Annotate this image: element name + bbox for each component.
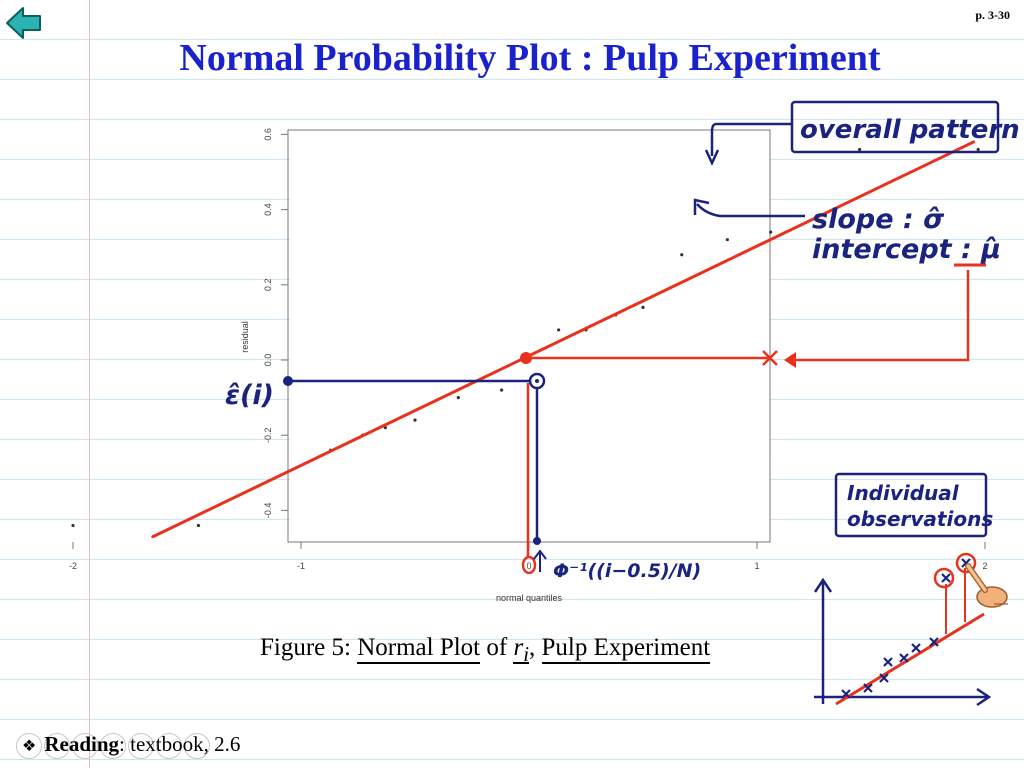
y-axis: -0.4 -0.2 0.0 0.2 0.4 0.6 [263,128,288,518]
data-point [976,147,980,152]
quantile-label: Φ⁻¹((i−0.5)/N) [553,560,701,582]
intercept-pointer-arrowhead-icon [784,352,796,368]
reading-text: : textbook, 2.6 [119,732,241,756]
mini-highlight-circle-2 [955,552,977,574]
data-point [413,418,417,422]
slope-label: slope : σ̂ [812,204,945,235]
slope-arrow-line [696,203,805,218]
individual-observations-line1: Individual [847,481,960,505]
mini-cross-icon [911,643,921,653]
caption-normal-plot: Normal Plot [357,634,481,664]
slide-title: Normal Probability Plot : Pulp Experimen… [179,37,881,79]
x-axis-title: normal quantiles [496,593,563,603]
y-tick-label: 0.0 [263,354,273,367]
x-tick-label: 1 [754,561,759,571]
mini-cross-icon [883,657,893,667]
y-tick-label: -0.2 [263,427,273,443]
overall-pattern-arrowhead-icon [704,149,720,166]
y-tick-label: 0.4 [263,203,273,216]
mini-highlight-circle-1 [933,567,955,589]
data-point [196,523,200,528]
data-point [557,328,561,332]
nav-menu-button[interactable] [72,733,98,759]
y-tick-label: 0.2 [263,279,273,292]
plot-area: -2 -1 0 1 2 -0.4 -0.2 0.0 0.2 0.4 0.6 normal quan… [69,128,988,603]
x-tick-label: 2 [982,561,987,571]
x-tick-label: 0 [526,561,531,571]
residual-axis-point [283,376,293,386]
nav-previous-button[interactable] [44,733,70,759]
caption-pulp-experiment: Pulp Experiment [541,634,711,664]
data-point [858,147,862,152]
individual-observations-box [834,472,988,538]
overall-pattern-box [790,100,1000,154]
nav-search-button[interactable] [156,733,182,759]
overall-pattern-label: overall pattern [800,115,1020,145]
bullet-icon: ❖ [22,738,37,755]
mini-y-axis [813,577,833,704]
caption-r-i: ri [513,634,529,666]
nav-last-button[interactable] [128,733,154,759]
mini-sketch-plot [813,552,1008,707]
data-point [725,238,729,242]
figure-caption: Figure 5: Normal Plot of ri, Pulp Experi… [260,634,711,666]
mini-cross-icon [941,573,951,583]
mini-cross-icon [863,683,873,693]
mini-cross-icon [929,637,939,647]
zero-quantile-marker-icon [521,555,537,575]
pointing-hand-icon [965,563,1008,608]
reading-label: Reading [44,732,120,756]
quantile-arrow-icon [533,549,547,572]
data-point [500,388,504,392]
caption-prefix: Figure 5: [260,634,351,661]
y-axis-title: residual [240,321,250,353]
mini-fit-line [835,612,985,706]
y-tick-label: -0.4 [263,503,273,519]
reading-note: ❖ Reading: textbook, 2.6 [22,732,240,757]
slope-arrowhead-icon [693,198,710,215]
data-point [680,253,684,257]
intercept-axis-cross-icon [762,350,778,366]
nav-next-button[interactable] [100,733,126,759]
page-number: p. 3-30 [975,8,1010,22]
individual-observations-line2: observations [847,507,993,531]
caption-of: of [486,634,508,661]
x-tick-label: -2 [69,561,77,571]
epsilon-label: ε̂(i) [225,380,274,411]
x-tick-label: -1 [297,561,305,571]
mini-cross-icon [841,689,851,699]
data-point [71,523,75,528]
data-point [769,230,773,234]
intercept-label: intercept : μ̂ [812,234,1001,265]
data-point [456,396,460,400]
back-arrow-icon [6,7,41,39]
overall-pattern-arrow-line [710,122,792,156]
intercept-pointer-line [786,270,970,362]
nav-first-button[interactable] [16,733,42,759]
mini-observations [841,558,971,699]
data-point [641,305,645,309]
back-arrow-button[interactable] [4,4,44,42]
mini-cross-icon [879,673,889,683]
mini-cross-icon [899,653,909,663]
fitted-line [151,140,976,539]
nav-back-button[interactable] [184,733,210,759]
y-tick-label: 0.6 [263,128,273,141]
